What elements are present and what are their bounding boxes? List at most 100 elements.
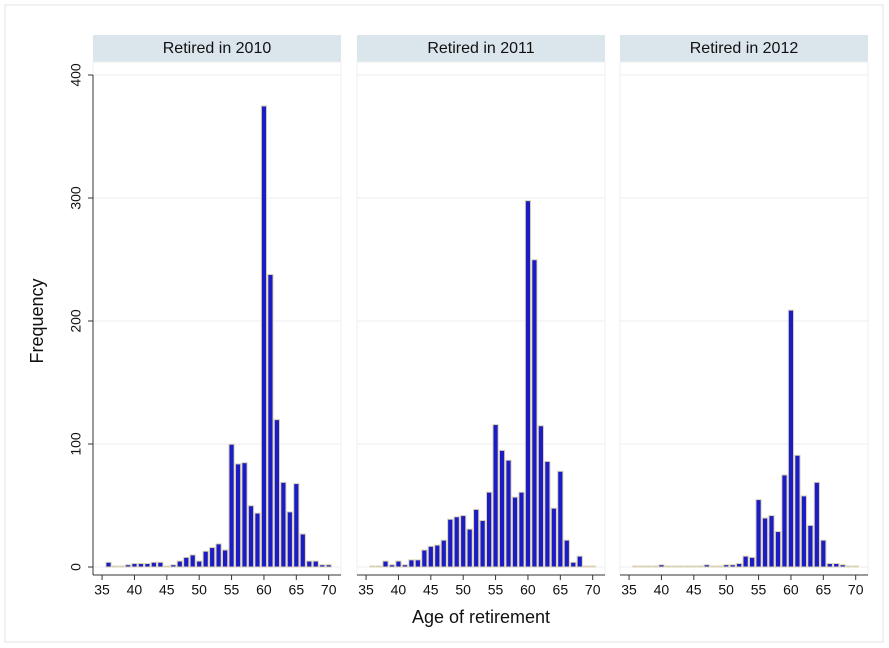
x-tick-label: 45	[686, 582, 702, 598]
bar	[163, 565, 170, 568]
bar	[794, 454, 801, 568]
bar	[781, 474, 788, 568]
panel-header	[93, 35, 341, 62]
bar	[787, 309, 795, 568]
panel-title: Retired in 2011	[427, 40, 534, 57]
bar	[395, 560, 402, 568]
panel-header	[620, 35, 868, 62]
bar	[408, 559, 415, 568]
bar	[267, 273, 274, 568]
bar	[241, 462, 248, 568]
bar	[388, 564, 396, 568]
bar	[189, 554, 196, 568]
bar	[312, 560, 319, 568]
y-tick-label: 200	[68, 309, 84, 333]
bar	[697, 565, 704, 568]
y-axis-label: Frequency	[27, 278, 47, 363]
bar	[111, 565, 119, 568]
bar	[473, 508, 480, 568]
bar	[852, 565, 859, 568]
bar	[761, 517, 769, 568]
bar	[176, 560, 183, 568]
bar	[583, 565, 590, 568]
bar	[703, 564, 710, 568]
bar	[170, 564, 177, 568]
bar	[544, 460, 551, 568]
bar	[846, 565, 853, 568]
x-tick-label: 35	[358, 582, 374, 598]
bar	[228, 443, 235, 568]
bar	[118, 565, 125, 568]
bar	[299, 533, 306, 568]
bar	[427, 545, 434, 568]
bar	[124, 564, 132, 568]
bar	[202, 550, 209, 568]
bar	[820, 539, 827, 568]
x-tick-label: 60	[783, 582, 799, 598]
bar	[755, 499, 762, 568]
bar	[319, 564, 326, 568]
bar	[492, 424, 499, 568]
x-tick-label: 70	[585, 582, 601, 598]
bar	[690, 565, 697, 568]
bar	[524, 200, 532, 568]
x-tick-label: 55	[488, 582, 504, 598]
y-tick-label: 100	[68, 432, 84, 456]
bar	[807, 524, 814, 568]
bar	[466, 528, 473, 568]
bar	[460, 515, 467, 568]
bar	[550, 507, 557, 568]
bar	[440, 539, 447, 568]
bar	[826, 563, 833, 568]
bar	[710, 565, 717, 568]
x-tick-label: 45	[423, 582, 439, 598]
bar	[247, 505, 255, 568]
bar	[833, 563, 840, 568]
bar	[589, 565, 596, 568]
bar	[260, 105, 268, 568]
x-tick-label: 50	[718, 582, 734, 598]
bar	[800, 495, 807, 568]
bar	[144, 563, 151, 568]
bar	[234, 463, 242, 568]
bar	[651, 565, 659, 568]
panel-header	[357, 35, 605, 62]
bar	[638, 565, 646, 568]
x-tick-label: 35	[94, 582, 110, 598]
x-tick-label: 40	[654, 582, 670, 598]
panel-title: Retired in 2012	[690, 40, 799, 57]
bar	[369, 565, 376, 568]
y-tick-label: 400	[68, 63, 84, 87]
bar	[576, 555, 583, 568]
bar	[254, 512, 261, 568]
bar	[280, 481, 287, 568]
x-tick-label: 55	[751, 582, 767, 598]
y-tick-label: 300	[68, 186, 84, 210]
bar	[183, 556, 190, 568]
bar	[749, 556, 756, 568]
x-tick-label: 65	[816, 582, 832, 598]
bar	[375, 565, 383, 568]
bar	[498, 449, 506, 568]
bar	[671, 565, 678, 568]
bar	[645, 565, 652, 568]
bar	[531, 259, 538, 568]
bar	[137, 563, 145, 568]
x-tick-label: 40	[391, 582, 407, 598]
bar	[632, 565, 639, 568]
plot-area	[619, 61, 869, 576]
bar	[150, 561, 157, 568]
x-tick-label: 45	[159, 582, 175, 598]
plot-area	[92, 61, 342, 576]
bar	[684, 565, 691, 568]
x-axis-label: Age of retirement	[412, 607, 550, 627]
bar	[839, 564, 846, 568]
bar	[557, 470, 564, 568]
bar	[157, 561, 164, 568]
bar	[479, 519, 486, 568]
bar	[505, 459, 512, 568]
bar	[421, 549, 428, 568]
bar	[537, 425, 544, 568]
bar	[434, 544, 441, 568]
bar	[293, 483, 300, 568]
